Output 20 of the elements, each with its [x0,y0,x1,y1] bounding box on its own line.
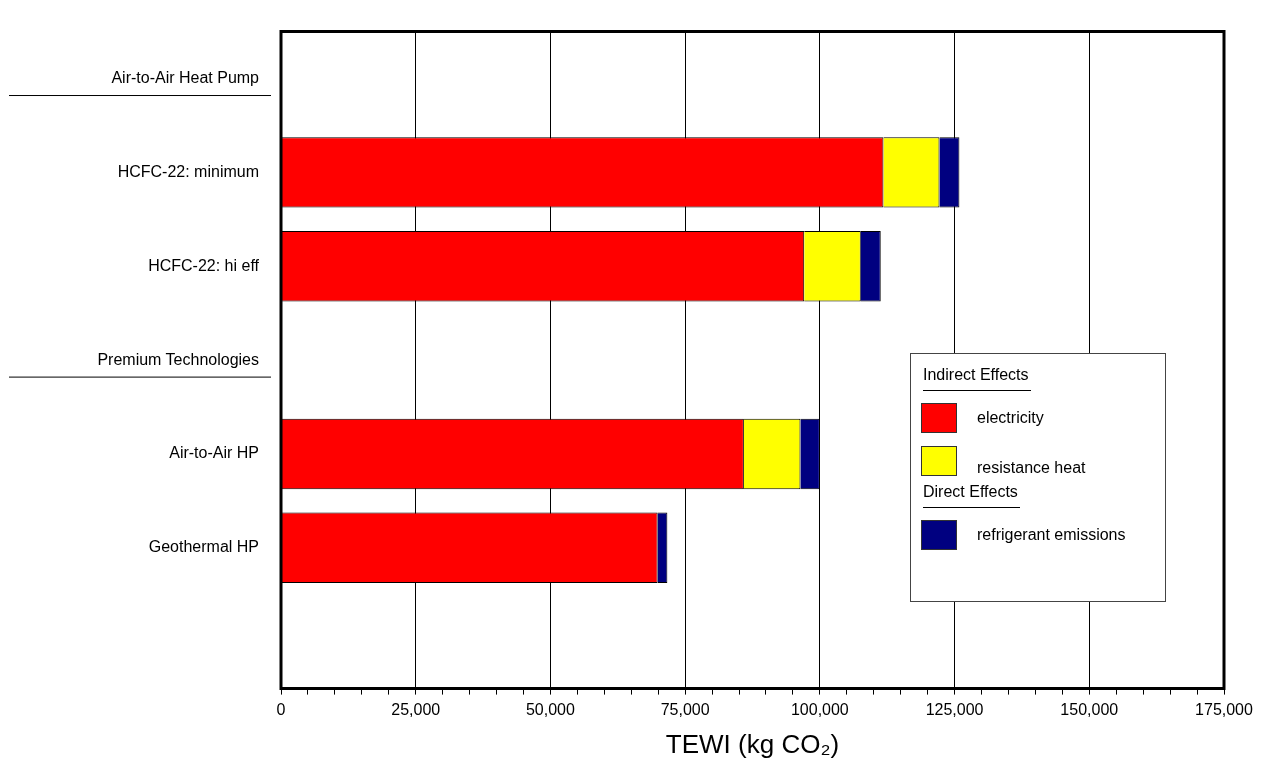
legend-label: refrigerant emissions [977,526,1126,544]
x-tick-label: 150,000 [1060,700,1119,718]
x-tick-label: 125,000 [925,700,984,718]
annotation: Direct Effects [923,483,1020,508]
y-tick-label: Premium Technologies [97,350,259,368]
x-tick-label: 0 [276,700,286,718]
y-tick-label: HCFC-22: minimum [117,162,259,180]
x-tick-label: 25,000 [391,700,441,718]
legend-title: Indirect Effects [923,366,1031,391]
y-tick-label: Air-to-Air HP [169,444,259,462]
y-tick-label: Air-to-Air Heat Pump [111,68,260,86]
x-tick-label: 50,000 [525,700,575,718]
x-tick-label: 175,000 [1195,700,1254,718]
legend-label: electricity [977,409,1044,427]
x-tick-label: 75,000 [660,700,710,718]
y-tick-label: HCFC-22: hi eff [148,256,260,274]
x-tick-label: 100,000 [790,700,849,718]
x-axis-title: TEWI (kg CO₂) [665,728,840,759]
y-tick-label: Geothermal HP [148,538,259,556]
legend-label: resistance heat [977,459,1086,477]
